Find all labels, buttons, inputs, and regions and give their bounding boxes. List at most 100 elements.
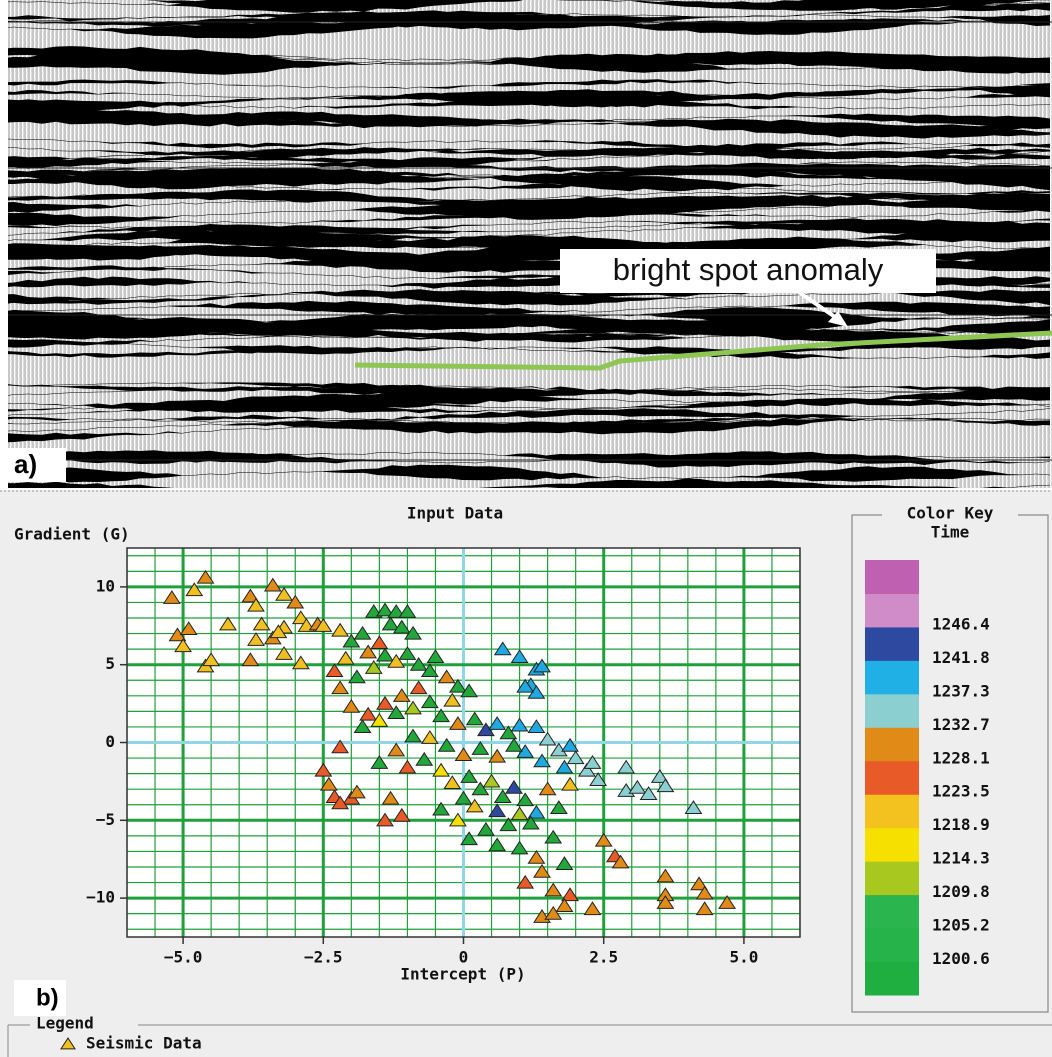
point [314,618,333,632]
point [286,594,305,609]
legend-marker [60,1037,76,1050]
point [179,621,198,636]
point [275,646,293,660]
panel-label: a) [14,449,37,479]
points [162,569,737,923]
point [409,680,428,695]
point [628,779,647,794]
color-band [865,928,919,963]
point [291,655,310,670]
color-band [865,693,919,728]
point [521,815,540,830]
point [510,840,529,855]
point [331,622,350,637]
point [387,742,406,757]
point [331,739,350,754]
point [353,719,372,734]
point [376,647,394,662]
annotation-arrow [798,291,840,321]
point [319,776,338,791]
point [392,688,411,702]
color-band [865,794,919,829]
point [577,762,596,777]
point [387,604,406,618]
color-band [865,760,919,795]
grid [127,548,800,937]
point [533,658,551,673]
point [639,786,658,800]
y-tick-label: 10 [96,576,115,595]
point [505,737,523,752]
point [437,737,456,752]
colorkey-label: 1228.1 [932,748,990,767]
legend: Seismic Data [60,1034,202,1053]
point [544,905,563,920]
legend-label: Seismic Data [86,1034,202,1053]
point [359,644,378,659]
point [420,663,439,678]
colorkey-label: 1223.5 [932,782,990,801]
point [650,769,669,783]
color-band [865,827,919,862]
point [376,812,394,827]
point [353,625,372,640]
point [370,635,389,650]
point [499,725,518,740]
x-tick-label: 2.5 [589,948,618,967]
point [364,660,383,674]
point [420,730,439,744]
point [196,569,215,584]
point [493,789,512,804]
point [241,588,260,603]
colorkey-title: Color Key [907,504,994,523]
point [471,781,490,796]
point [555,759,574,774]
point [527,849,546,864]
point [538,731,557,746]
point [589,772,608,786]
point [376,695,394,710]
point [252,616,271,631]
point [448,716,467,730]
point [544,882,563,897]
point [247,632,265,646]
panel-label-box [14,980,66,1016]
point [404,625,422,640]
point [342,633,361,648]
point [454,790,473,805]
point [561,887,579,902]
point [465,711,484,726]
colorkey: 1200.6 1205.2 1209.8 1214.3 1218.9 1223.5 1228… [865,560,990,996]
point [460,831,479,846]
annotation-box [560,249,936,293]
point [174,638,193,653]
point [420,694,439,709]
x-tick-label: −5.0 [164,948,203,967]
seismic-overlay: bright spot anomaly a) [8,0,1052,488]
point [510,717,529,732]
annotation: bright spot anomaly [613,252,884,287]
point [555,856,574,870]
point [404,728,422,743]
point [432,801,450,816]
point [656,868,675,883]
point [415,751,434,766]
point [336,650,355,665]
point [454,747,473,762]
point [594,832,613,847]
point [493,641,512,656]
point [544,829,563,844]
point [448,812,467,827]
point [465,798,484,813]
point [263,577,282,592]
point [381,616,400,631]
point [331,795,350,810]
point [690,876,708,891]
y-tick-label: 5 [105,654,115,673]
axes: −5.0 −2.5 0 2.5 5.0 −10 −5 0 5 10 [86,576,758,966]
point [684,800,703,814]
point [460,769,479,783]
x-tick-label: 5.0 [729,948,758,967]
colorkey-label: 1218.9 [932,815,990,834]
